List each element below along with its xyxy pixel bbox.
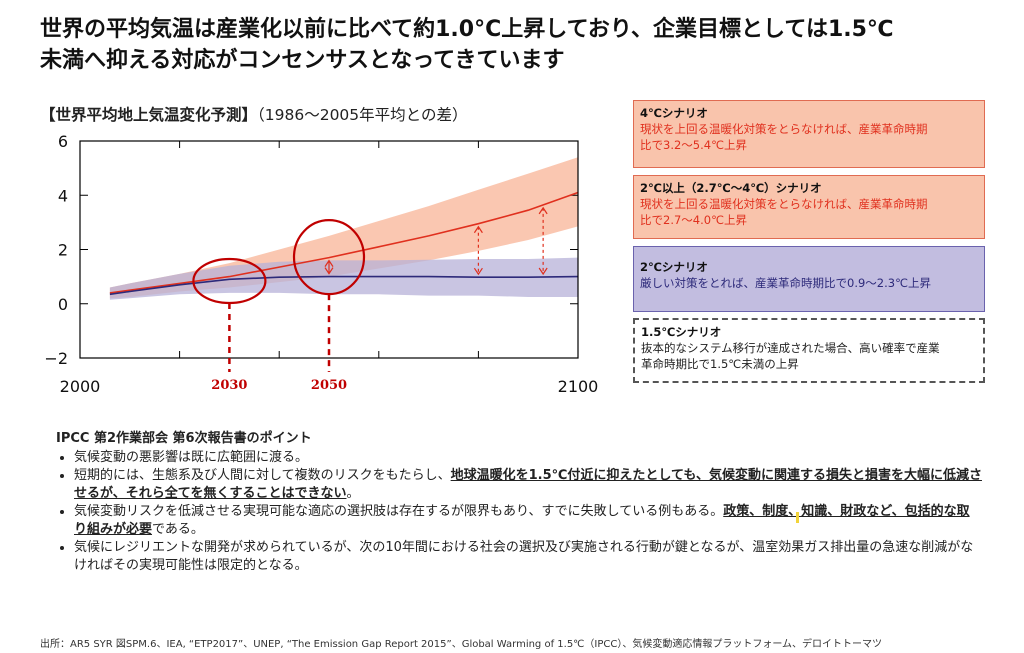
scenario-4c-title: 4℃シナリオ bbox=[640, 106, 708, 120]
highlighted-text: 政策、制度、知識、財政など、包括的な取り組みが必要 bbox=[74, 504, 970, 537]
scenario-4c-box: 4℃シナリオ 現状を上回る温暖化対策をとらなければ、産業革命時期 比で3.2～5… bbox=[633, 100, 985, 168]
scenario-2c-title: 2℃シナリオ bbox=[640, 260, 708, 274]
scenario-2c-box: 2℃シナリオ 厳しい対策をとれば、産業革命時期比で0.9～2.3℃上昇 bbox=[633, 246, 985, 312]
point-text: 気候変動の悪影響は既に広範囲に渡る。 bbox=[74, 450, 309, 465]
chart-title: 【世界平均地上気温変化予測】（1986～2005年平均との差） bbox=[40, 103, 468, 125]
scenario-1-5c-title: 1.5℃シナリオ bbox=[641, 325, 722, 339]
scenario-above-2c-desc: 現状を上回る温暖化対策をとらなければ、産業革命時期 比で2.7～4.0℃上昇 bbox=[640, 197, 928, 227]
point-text: 。 bbox=[346, 486, 360, 501]
x-tick-label: 2000 bbox=[60, 377, 101, 396]
ipcc-point-item: 気候にレジリエントな開発が求められているが、次の10年間における社会の選択及び実… bbox=[74, 539, 982, 575]
highlight-mark bbox=[796, 512, 799, 523]
headline-line-2: 未満へ抑える対応がコンセンサスとなってきています bbox=[40, 48, 565, 73]
point-text: 気候変動リスクを低減させる実現可能な適応の選択肢は存在するが限界もあり、すでに失… bbox=[74, 504, 724, 519]
plot-frame bbox=[79, 140, 579, 359]
ipcc-point-item: 気候変動リスクを低減させる実現可能な適応の選択肢は存在するが限界もあり、すでに失… bbox=[74, 503, 982, 539]
headline-line-1: 世界の平均気温は産業化以前に比べて約1.0°C上昇しており、企業目標としては1.… bbox=[40, 17, 894, 42]
marker-label-2050: 2050 bbox=[311, 378, 347, 393]
scenario-above-2c-title: 2℃以上（2.7℃～4℃）シナリオ bbox=[640, 181, 822, 195]
high-emission-mean-line bbox=[109, 191, 579, 294]
y-tick-label: 6 bbox=[58, 132, 68, 151]
arrow-head-up bbox=[538, 206, 548, 215]
point-text: 気候にレジリエントな開発が求められているが、次の10年間における社会の選択及び実… bbox=[74, 540, 974, 573]
arrow-head-down bbox=[538, 267, 548, 276]
ipcc-point-item: 気候変動の悪影響は既に広範囲に渡る。 bbox=[74, 449, 982, 467]
ipcc-point-item: 短期的には、生態系及び人間に対して複数のリスクをもたらし、地球温暖化を1.5℃付… bbox=[74, 467, 982, 503]
y-tick-label: 2 bbox=[58, 241, 68, 260]
arrow-head-up bbox=[324, 259, 334, 267]
ipcc-points-title: IPCC 第2作業部会 第6次報告書のポイント bbox=[56, 431, 312, 446]
scenario-1-5c-desc: 抜本的なシステム移行が達成された場合、高い確率で産業 革命時期比で1.5℃未満の… bbox=[641, 341, 940, 371]
source-note: 出所：AR5 SYR 図SPM.6、IEA, “ETP2017”、UNEP, “… bbox=[40, 639, 883, 650]
y-tick-label: 0 bbox=[58, 295, 68, 314]
y-tick-label: 4 bbox=[58, 186, 68, 205]
arrow-head-down bbox=[324, 267, 334, 275]
scenario-above-2c-box: 2℃以上（2.7℃～4℃）シナリオ 現状を上回る温暖化対策をとらなければ、産業革… bbox=[633, 175, 985, 239]
chart-title-main: 【世界平均地上気温変化予測】 bbox=[40, 106, 258, 124]
arrow-head-down bbox=[473, 267, 483, 276]
highlighted-text: 地球温暖化を1.5℃付近に抑えたとしても、気候変動に関連する損失と損害を大幅に低… bbox=[74, 468, 982, 501]
low-emission-mean-line bbox=[109, 275, 579, 296]
point-text: である。 bbox=[152, 522, 204, 537]
marker-label-2030: 2030 bbox=[211, 378, 247, 393]
y-tick-label: −2 bbox=[44, 349, 68, 368]
low-emission-uncertainty-band bbox=[109, 257, 579, 300]
chart-title-sub: （1986～2005年平均との差） bbox=[257, 106, 468, 124]
scenario-1-5c-box: 1.5℃シナリオ 抜本的なシステム移行が達成された場合、高い確率で産業 革命時期… bbox=[633, 318, 985, 383]
scenario-4c-desc: 現状を上回る温暖化対策をとらなければ、産業革命時期 比で3.2～5.4℃上昇 bbox=[640, 122, 928, 152]
ipcc-points-list: 気候変動の悪影響は既に広範囲に渡る。短期的には、生態系及び人間に対して複数のリス… bbox=[42, 449, 982, 575]
x-tick-label: 2100 bbox=[558, 377, 599, 396]
scenario-2c-desc: 厳しい対策をとれば、産業革命時期比で0.9～2.3℃上昇 bbox=[640, 276, 931, 290]
arrow-head-up bbox=[473, 225, 483, 234]
ipcc-points: IPCC 第2作業部会 第6次報告書のポイント 気候変動の悪影響は既に広範囲に渡… bbox=[42, 430, 982, 575]
headline: 世界の平均気温は産業化以前に比べて約1.0°C上昇しており、企業目標としては1.… bbox=[40, 14, 1000, 76]
point-text: 短期的には、生態系及び人間に対して複数のリスクをもたらし、 bbox=[74, 468, 451, 483]
